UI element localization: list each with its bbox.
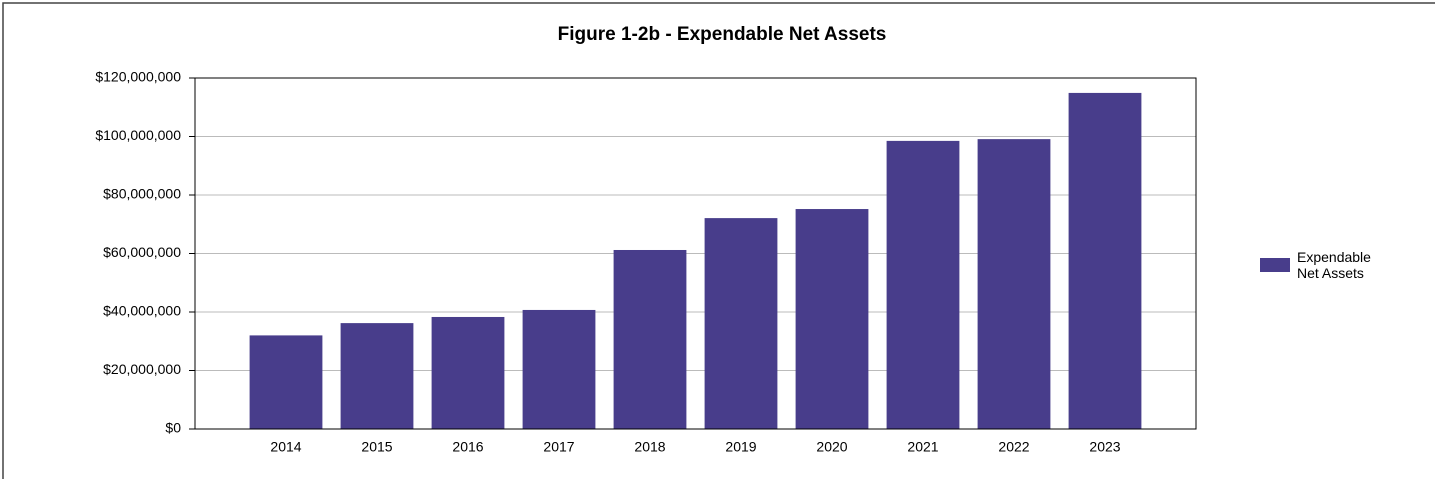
x-tick-label: 2017 [543,439,574,455]
y-tick-label: $40,000,000 [103,303,181,319]
bar [613,249,687,429]
y-tick-label: $20,000,000 [103,361,181,377]
x-tick-label: 2015 [361,439,392,455]
x-tick-label: 2018 [634,439,665,455]
y-tick-label: $60,000,000 [103,244,181,260]
y-tick-label: $100,000,000 [95,127,181,143]
y-tick-label: $120,000,000 [95,69,181,85]
y-tick-label: $0 [165,420,181,436]
bar [886,140,960,429]
bar [340,323,414,429]
legend-label: Expendable Net Assets [1297,249,1371,281]
x-tick-label: 2021 [907,439,938,455]
x-tick-label: 2019 [725,439,756,455]
bar [977,139,1051,429]
bar [1068,92,1142,429]
x-tick-label: 2022 [998,439,1029,455]
x-tick-label: 2023 [1089,439,1120,455]
bar [704,218,778,429]
x-tick-label: 2014 [270,439,301,455]
bar [249,335,323,429]
plot-border [194,77,1197,430]
bar [795,209,869,429]
bar [522,309,596,429]
chart-title: Figure 1-2b - Expendable Net Assets [558,24,887,45]
x-tick-label: 2016 [452,439,483,455]
legend-swatch [1260,258,1290,272]
legend: Expendable Net Assets [1260,249,1392,281]
y-tick-label: $80,000,000 [103,186,181,202]
x-tick-label: 2020 [816,439,847,455]
bar [431,316,505,429]
